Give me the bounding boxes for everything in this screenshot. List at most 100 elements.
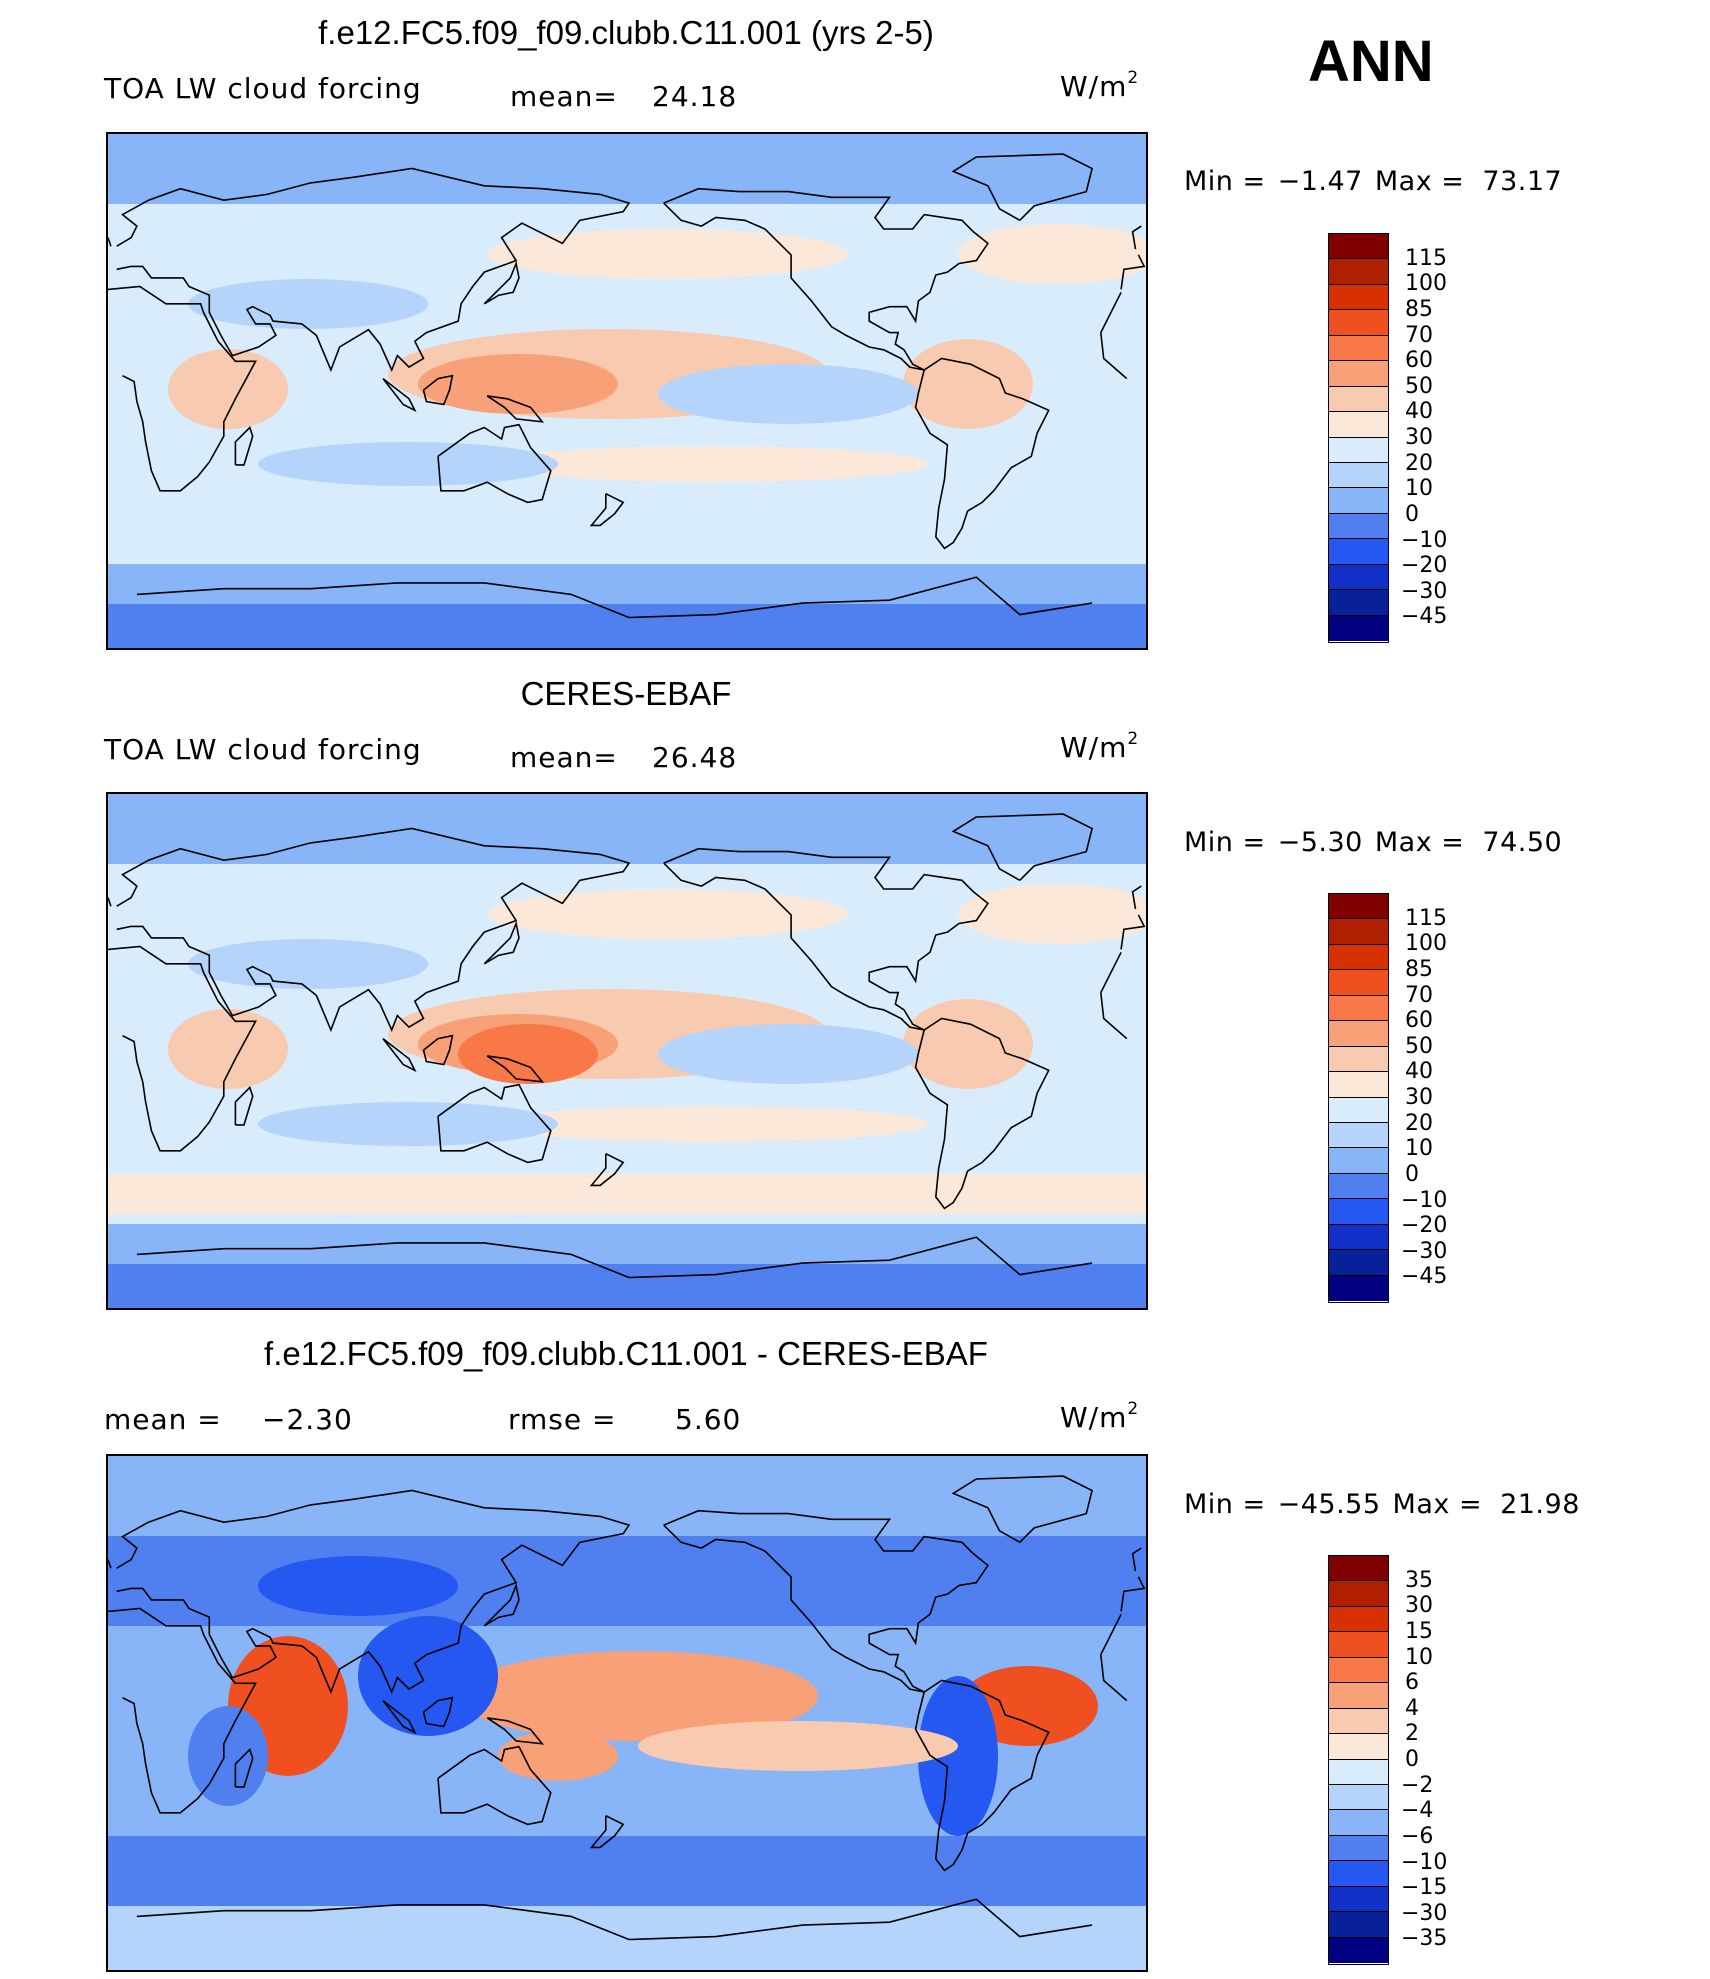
panel-stat-value: 26.48: [652, 741, 738, 774]
coastline: [663, 187, 989, 371]
colorbar-tick-label: 30: [1405, 425, 1433, 450]
min-label: Min =: [1184, 166, 1266, 197]
coastline: [663, 847, 989, 1031]
coastline: [108, 1607, 1128, 1814]
colorbar-swatch: [1329, 944, 1388, 971]
field-contour: [418, 354, 618, 414]
panel-title: f.e12.FC5.f09_f09.clubb.C11.001 (yrs 2-5…: [318, 14, 934, 51]
colorbar-swatch: [1329, 919, 1388, 945]
colorbar-tick-label: 0: [1405, 1161, 1419, 1187]
field-contour: [258, 1556, 458, 1616]
colorbar-tick-label: 6: [1405, 1670, 1419, 1696]
coastline: [116, 1489, 1146, 1695]
coastline: [914, 1017, 1050, 1210]
colorbar-tick-label: 60: [1405, 1008, 1433, 1034]
colorbar-tick-label: −30: [1401, 1238, 1448, 1264]
field-contour: [958, 224, 1146, 284]
colorbar-swatch: [1329, 1835, 1388, 1862]
units-label: W/m2: [1060, 729, 1139, 764]
field-contour: [258, 442, 558, 486]
colorbar-tick-label: −30: [1401, 578, 1448, 604]
panel-left-value: −2.30: [262, 1403, 353, 1436]
colorbar-tick-label: −20: [1401, 1213, 1448, 1239]
colorbar-swatch: [1329, 995, 1388, 1022]
coastline: [486, 395, 545, 423]
colorbar-tick-label: 60: [1405, 348, 1433, 374]
panel-title: CERES-EBAF: [520, 675, 732, 712]
coastline: [951, 153, 1094, 221]
coastline: [108, 945, 1128, 1152]
colorbar-tick-label: −45: [1401, 1264, 1448, 1290]
colorbar-tick-label: 50: [1405, 373, 1433, 399]
colorbar-tick-label: −6: [1401, 1823, 1434, 1849]
colorbar-tick-label: 115: [1405, 245, 1447, 271]
panel-stat-value: 5.60: [675, 1403, 742, 1436]
colorbar-swatch: [1329, 1606, 1388, 1633]
panel-left-label: TOA LW cloud forcing: [104, 72, 422, 105]
field-contour: [958, 884, 1146, 944]
coastline: [382, 1037, 417, 1073]
field-contour: [488, 446, 928, 482]
colorbar-swatch: [1329, 259, 1388, 285]
colorbar-swatch: [1329, 488, 1388, 514]
colorbar-tick-label: 35: [1405, 1567, 1433, 1593]
colorbar-swatch: [1329, 284, 1388, 311]
coastline: [486, 1055, 545, 1083]
field-contour: [258, 1102, 558, 1146]
max-label: Max =: [1374, 166, 1465, 197]
colorbar-swatch: [1329, 1072, 1388, 1098]
min-value: −1.47: [1277, 166, 1363, 197]
coastline: [234, 426, 254, 466]
field-contour: [188, 279, 428, 329]
min-max-readout: Min = −1.47 Max = 73.17: [1184, 166, 1562, 197]
colorbar-tick-label: −2: [1401, 1772, 1434, 1798]
colorbar: [1328, 1555, 1389, 1965]
coastline: [951, 813, 1094, 881]
panel-stat-label: mean=: [510, 741, 618, 774]
colorbar-tick-label: 100: [1405, 931, 1447, 957]
coastline: [108, 225, 1142, 250]
field-contour: [488, 229, 848, 279]
colorbar-tick-label: 40: [1405, 399, 1433, 425]
coastline: [486, 1717, 545, 1745]
coastline: [382, 1699, 417, 1735]
min-value: −5.30: [1277, 827, 1363, 858]
colorbar-tick-label: −15: [1401, 1875, 1448, 1901]
colorbar-tick-label: −45: [1401, 604, 1448, 630]
field-contour: [168, 349, 288, 429]
colorbar-swatch: [1329, 1810, 1388, 1836]
coastline: [951, 1475, 1094, 1543]
colorbar-tick-label: 40: [1405, 1059, 1433, 1085]
colorbar-swatch: [1329, 1937, 1388, 1963]
panel-title: f.e12.FC5.f09_f09.clubb.C11.001 - CERES-…: [264, 1335, 988, 1372]
coastline: [914, 357, 1050, 550]
coastline: [589, 1814, 625, 1849]
colorbar-tick-label: 0: [1405, 1747, 1419, 1772]
coastline: [483, 260, 520, 305]
coastline: [136, 576, 1093, 619]
colorbar-swatch: [1329, 361, 1388, 387]
field-contour: [488, 1106, 928, 1142]
panel-stat-value: 24.18: [652, 80, 738, 113]
colorbar-swatch: [1329, 462, 1388, 489]
colorbar-tick-label: 10: [1405, 1136, 1433, 1162]
units-base: W/m: [1060, 731, 1128, 764]
coastline: [437, 423, 552, 504]
field-contour: [658, 1024, 918, 1084]
colorbar-tick-label: 30: [1405, 1593, 1433, 1619]
coastline: [663, 1509, 989, 1693]
coastline: [108, 1547, 1142, 1572]
units-exponent: 2: [1127, 729, 1140, 749]
colorbar-swatch: [1329, 437, 1388, 463]
min-label: Min =: [1184, 827, 1266, 858]
coastline: [382, 377, 417, 413]
field-contour: [488, 889, 848, 939]
field-contour: [188, 1706, 268, 1806]
coastline: [136, 1898, 1093, 1941]
colorbar-swatch: [1329, 1886, 1388, 1913]
max-label: Max =: [1392, 1489, 1483, 1520]
min-label: Min =: [1184, 1489, 1266, 1520]
field-contour: [458, 1024, 598, 1084]
colorbar-swatch: [1329, 513, 1388, 540]
colorbar-tick-label: 70: [1405, 322, 1433, 348]
